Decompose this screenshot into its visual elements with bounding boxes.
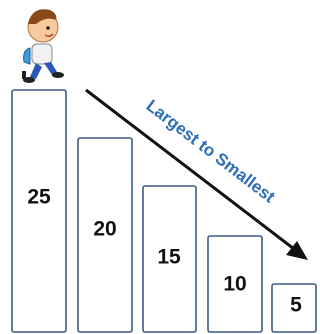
step-label: 15 [157, 246, 181, 269]
step-label: 20 [93, 218, 116, 241]
boy-figure [22, 9, 64, 83]
step-box [12, 90, 66, 332]
illustration: 25 20 15 10 5 Largest to Smallest [0, 0, 317, 334]
step-label: 25 [27, 186, 51, 209]
step-label: 5 [290, 294, 302, 317]
step-label: 10 [223, 273, 246, 296]
